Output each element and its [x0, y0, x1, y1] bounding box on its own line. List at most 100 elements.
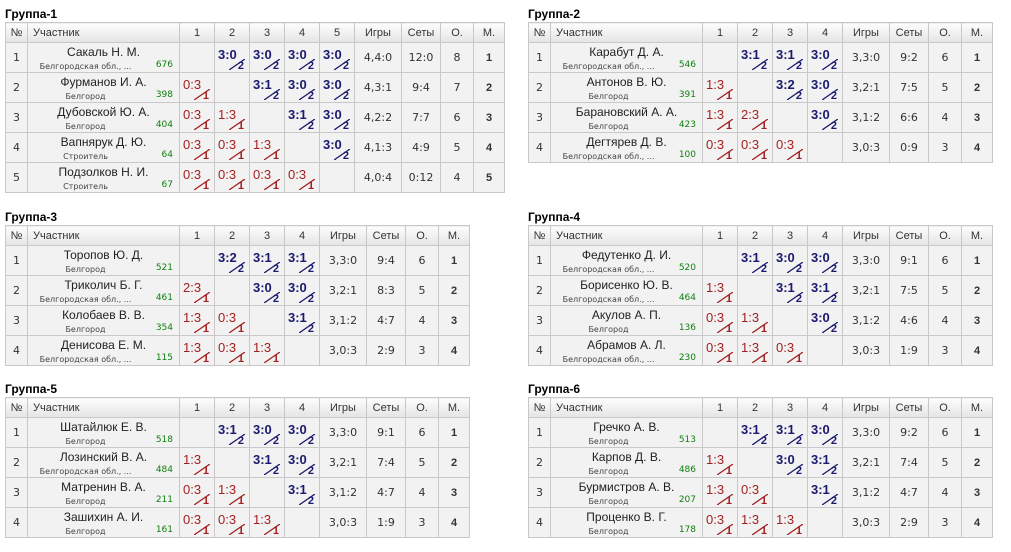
- player-name[interactable]: Борисенко Ю. В.: [580, 278, 673, 292]
- match-result[interactable]: 3:0 2: [249, 275, 285, 306]
- match-result[interactable]: 1:3 1: [737, 507, 773, 538]
- match-result[interactable]: 0:3 1: [702, 132, 738, 163]
- match-result[interactable]: 3:1 2: [249, 447, 285, 478]
- player-name[interactable]: Федутенко Д. И.: [581, 248, 672, 262]
- player-name[interactable]: Торопов Ю. Д.: [63, 248, 144, 262]
- match-result[interactable]: 3:0 2: [319, 42, 355, 73]
- match-result[interactable]: 3:0 2: [249, 417, 285, 448]
- match-result[interactable]: 3:0 2: [284, 42, 320, 73]
- match-result[interactable]: 2:3 1: [179, 275, 215, 306]
- match-result[interactable]: 3:0 2: [319, 102, 355, 133]
- player-name[interactable]: Шатайлюк Е. В.: [60, 420, 147, 434]
- match-result[interactable]: 0:3 1: [214, 132, 250, 163]
- match-result[interactable]: 3:0 2: [772, 245, 808, 276]
- match-result[interactable]: 0:3 1: [214, 162, 250, 193]
- player-name[interactable]: Гречко А. В.: [593, 420, 660, 434]
- player-name[interactable]: Акулов А. П.: [591, 308, 662, 322]
- player-name[interactable]: Фурманов И. А.: [60, 75, 147, 89]
- match-result[interactable]: 0:3 1: [214, 305, 250, 336]
- match-result[interactable]: 1:3 1: [249, 507, 285, 538]
- match-result[interactable]: 3:1 2: [284, 102, 320, 133]
- match-result[interactable]: 1:3 1: [179, 447, 215, 478]
- match-result[interactable]: 0:3 1: [284, 162, 320, 193]
- match-result[interactable]: 3:1 2: [284, 305, 320, 336]
- match-result[interactable]: 3:0 2: [807, 305, 843, 336]
- match-result[interactable]: 3:1 2: [249, 72, 285, 103]
- match-result[interactable]: 3:1 2: [284, 245, 320, 276]
- match-result[interactable]: 0:3 1: [702, 507, 738, 538]
- match-result[interactable]: 3:2 2: [772, 72, 808, 103]
- match-result[interactable]: 1:3 1: [179, 335, 215, 366]
- player-name[interactable]: Лозинский В. А.: [59, 450, 148, 464]
- match-result[interactable]: 3:0 2: [284, 275, 320, 306]
- match-result[interactable]: 0:3 1: [179, 132, 215, 163]
- match-result[interactable]: 1:3 1: [772, 507, 808, 538]
- match-result[interactable]: 3:1 2: [737, 42, 773, 73]
- match-result[interactable]: 0:3 1: [772, 335, 808, 366]
- match-result[interactable]: 3:1 2: [214, 417, 250, 448]
- match-result[interactable]: 3:0 2: [284, 447, 320, 478]
- match-result[interactable]: 1:3 1: [737, 305, 773, 336]
- match-result[interactable]: 3:0 2: [319, 72, 355, 103]
- player-name[interactable]: Колобаев В. В.: [62, 308, 145, 322]
- match-result[interactable]: 1:3 1: [179, 305, 215, 336]
- match-result[interactable]: 3:2 2: [214, 245, 250, 276]
- player-name[interactable]: Дегтярев Д. В.: [586, 135, 667, 149]
- match-result[interactable]: 3:0 2: [284, 417, 320, 448]
- match-result[interactable]: 0:3 1: [702, 335, 738, 366]
- match-result[interactable]: 3:1 2: [284, 477, 320, 508]
- match-result[interactable]: 0:3 1: [772, 132, 808, 163]
- match-result[interactable]: 3:1 2: [772, 42, 808, 73]
- match-result[interactable]: 0:3 1: [737, 477, 773, 508]
- match-result[interactable]: 1:3 1: [214, 477, 250, 508]
- match-result[interactable]: 0:3 1: [179, 102, 215, 133]
- player-name[interactable]: Вапнярук Д. Ю.: [60, 135, 147, 149]
- match-result[interactable]: 3:0 2: [807, 245, 843, 276]
- player-name[interactable]: Дубовской Ю. А.: [57, 105, 150, 119]
- player-name[interactable]: Матренин В. А.: [61, 480, 146, 494]
- match-result[interactable]: 1:3 1: [702, 102, 738, 133]
- match-result[interactable]: 3:1 2: [807, 275, 843, 306]
- match-result[interactable]: 1:3 1: [702, 447, 738, 478]
- match-result[interactable]: 3:0 2: [807, 417, 843, 448]
- match-result[interactable]: 0:3 1: [737, 132, 773, 163]
- match-result[interactable]: 1:3 1: [214, 102, 250, 133]
- match-result[interactable]: 3:0 2: [807, 102, 843, 133]
- match-result[interactable]: 1:3 1: [737, 335, 773, 366]
- match-result[interactable]: 0:3 1: [179, 72, 215, 103]
- match-result[interactable]: 3:0 2: [249, 42, 285, 73]
- player-name[interactable]: Сакаль Н. М.: [67, 45, 140, 59]
- player-name[interactable]: Зашихин А. И.: [63, 510, 144, 524]
- match-result[interactable]: 3:1 2: [737, 417, 773, 448]
- player-name[interactable]: Денисова Е. М.: [60, 338, 147, 352]
- player-name[interactable]: Проценко В. Г.: [586, 510, 667, 524]
- match-result[interactable]: 0:3 1: [179, 507, 215, 538]
- match-result[interactable]: 3:0 2: [319, 132, 355, 163]
- match-result[interactable]: 0:3 1: [249, 162, 285, 193]
- match-result[interactable]: 3:1 2: [807, 447, 843, 478]
- match-result[interactable]: 0:3 1: [214, 335, 250, 366]
- player-name[interactable]: Антонов В. Ю.: [586, 75, 667, 89]
- player-name[interactable]: Абрамов А. Л.: [587, 338, 666, 352]
- player-name[interactable]: Подзолков Н. И.: [58, 165, 149, 179]
- match-result[interactable]: 3:0 2: [807, 42, 843, 73]
- match-result[interactable]: 3:1 2: [772, 417, 808, 448]
- match-result[interactable]: 1:3 1: [702, 477, 738, 508]
- player-name[interactable]: Карпов Д. В.: [591, 450, 662, 464]
- match-result[interactable]: 3:0 2: [284, 72, 320, 103]
- match-result[interactable]: 0:3 1: [179, 477, 215, 508]
- match-result[interactable]: 3:0 2: [772, 447, 808, 478]
- match-result[interactable]: 1:3 1: [702, 72, 738, 103]
- match-result[interactable]: 0:3 1: [702, 305, 738, 336]
- match-result[interactable]: 3:1 2: [737, 245, 773, 276]
- match-result[interactable]: 3:1 2: [249, 245, 285, 276]
- match-result[interactable]: 3:0 2: [214, 42, 250, 73]
- match-result[interactable]: 3:0 2: [807, 72, 843, 103]
- match-result[interactable]: 0:3 1: [214, 507, 250, 538]
- player-name[interactable]: Карабут Д. А.: [589, 45, 664, 59]
- player-name[interactable]: Триколич Б. Г.: [64, 278, 143, 292]
- match-result[interactable]: 1:3 1: [702, 275, 738, 306]
- match-result[interactable]: 1:3 1: [249, 335, 285, 366]
- match-result[interactable]: 1:3 1: [249, 132, 285, 163]
- player-name[interactable]: Бурмистров А. В.: [578, 480, 675, 494]
